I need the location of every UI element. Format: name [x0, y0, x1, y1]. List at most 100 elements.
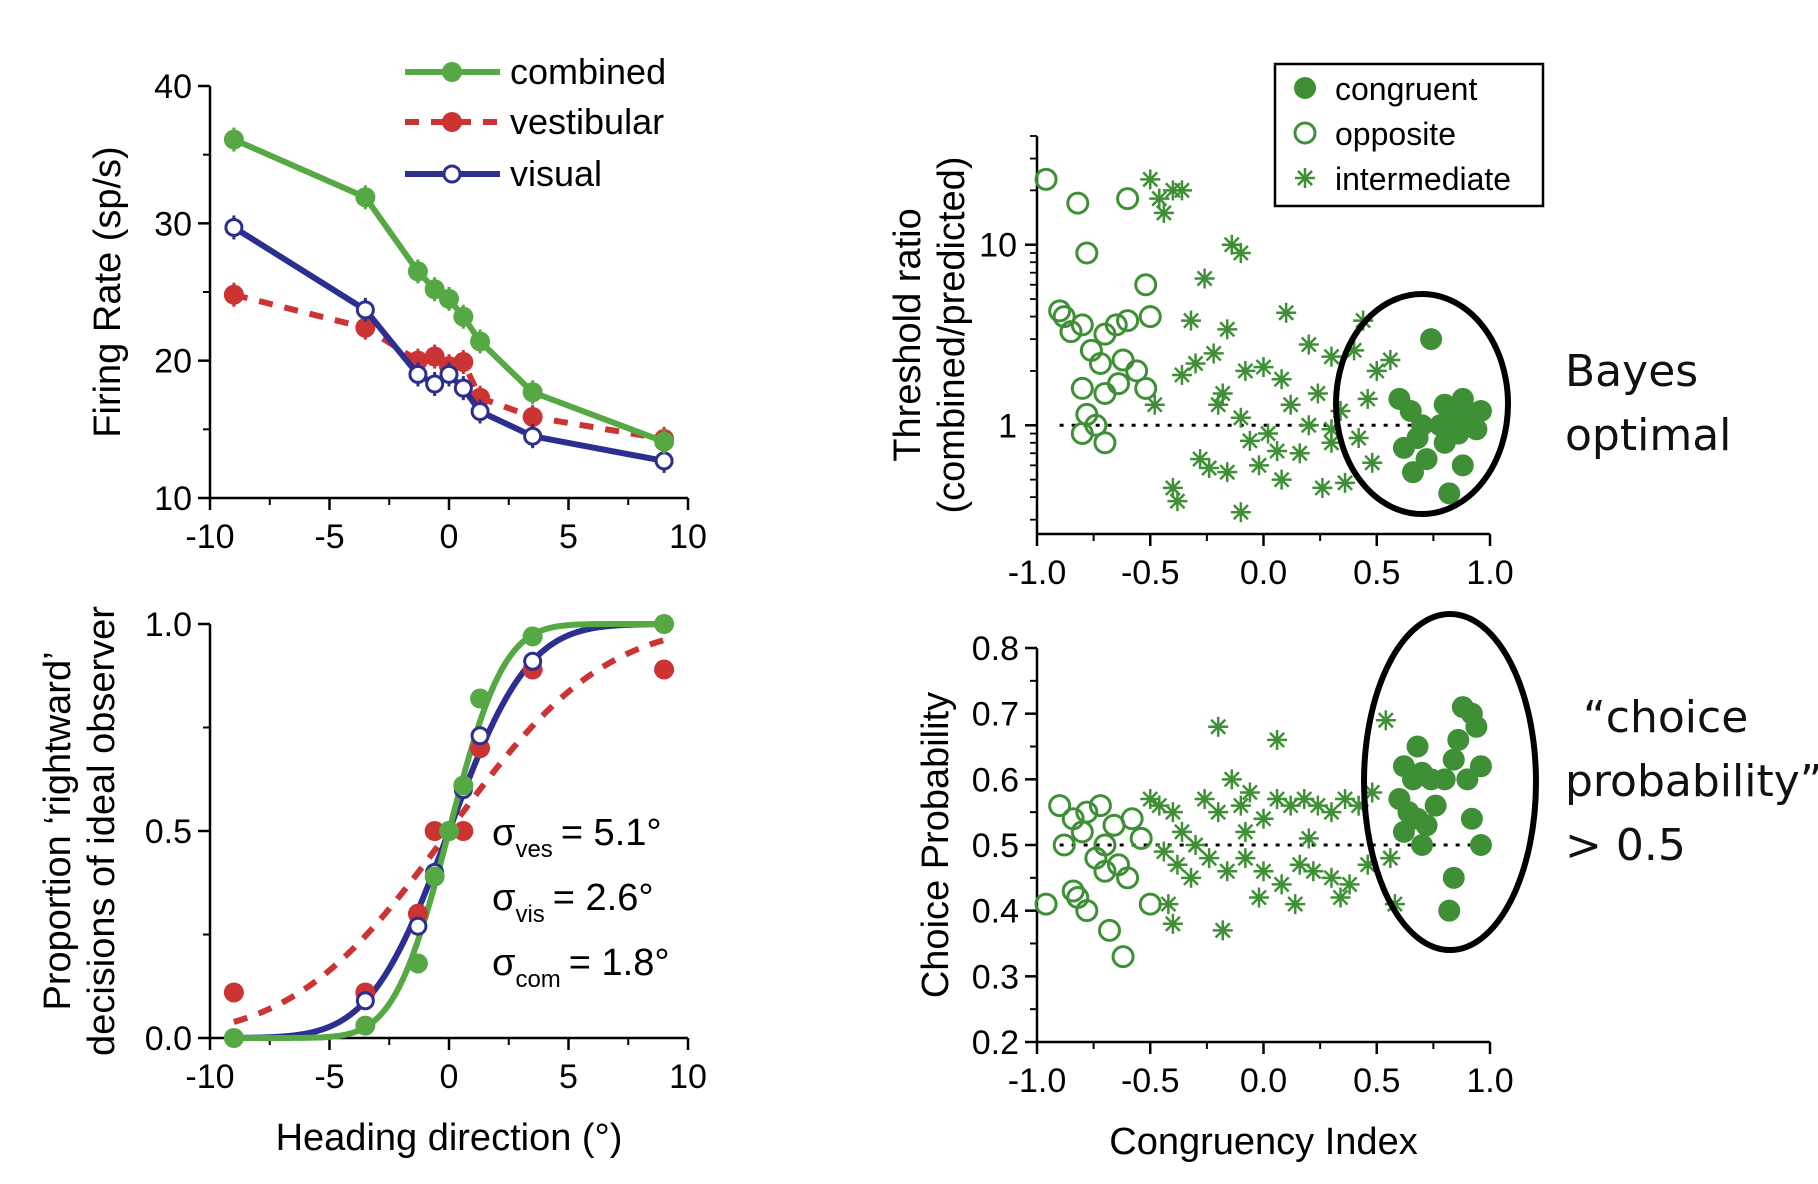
x-tick-label: 1.0	[1466, 1062, 1513, 1100]
congruent-point	[1392, 436, 1415, 459]
asterisk-stroke	[1291, 445, 1308, 462]
asterisk-stroke	[1201, 850, 1218, 867]
asterisk-stroke	[1382, 850, 1399, 867]
visual-point	[224, 217, 244, 237]
intermediate-point	[1307, 383, 1328, 404]
asterisk-stroke	[1291, 856, 1308, 873]
asterisk-stroke	[1323, 434, 1340, 451]
intermediate-point	[1253, 357, 1274, 378]
asterisk-stroke	[1269, 731, 1286, 748]
panel-2-sigma-annotations: σves = 5.1° σvis = 2.6° σcom = 1.8°	[492, 812, 670, 993]
intermediate-point	[1185, 835, 1206, 855]
intermediate-point	[1185, 353, 1206, 374]
x-axis-label: Heading direction (°)	[276, 1117, 623, 1159]
congruent-point	[1442, 748, 1465, 771]
opposite-point	[1129, 826, 1153, 850]
intermediate-point	[1321, 802, 1342, 823]
asterisk-stroke	[1337, 791, 1353, 807]
congruent-point	[1438, 899, 1461, 922]
opposite-point	[1093, 431, 1117, 455]
intermediate-point	[1230, 502, 1251, 523]
x-tick-label: -1.0	[1008, 1062, 1067, 1100]
y-axis-label: decisions of ideal observer	[81, 606, 123, 1056]
asterisk-stroke	[1282, 797, 1299, 814]
panel-1-axes: -10 -5 0 5 10 10 20 30 40 Firing Rate (sp/s)	[87, 68, 707, 556]
congruent-point	[1469, 755, 1492, 778]
asterisk-stroke	[1237, 362, 1254, 379]
asterisk-stroke	[1368, 362, 1385, 379]
intermediate-point	[1217, 319, 1238, 340]
intermediate-point	[1162, 913, 1183, 934]
intermediate-point	[1253, 861, 1274, 882]
combined-point	[223, 129, 244, 150]
opposite-point	[1093, 381, 1117, 405]
x-tick-label: 0	[440, 518, 459, 556]
x-tick-label: 5	[559, 518, 578, 556]
congruent-point	[1401, 461, 1424, 484]
intermediate-point	[1208, 394, 1229, 415]
panel-1-series	[223, 127, 675, 473]
panel-4-axes: -1.0 -0.5 0.0 0.5 1.0 0.2 0.3 0.4 0.5 0.6 0.7 0.8 Ch…	[915, 630, 1514, 1163]
opposite-point	[1088, 351, 1112, 375]
intermediate-point	[1199, 458, 1220, 479]
y-tick-label: 0.8	[972, 630, 1019, 668]
combined-point	[453, 306, 474, 327]
asterisk-stroke	[1183, 312, 1199, 329]
asterisk-stroke	[1151, 190, 1168, 207]
asterisk-stroke	[1223, 236, 1240, 253]
asterisk-stroke	[1309, 385, 1326, 402]
opposite-point	[1075, 899, 1099, 923]
congruent-point	[1429, 414, 1452, 437]
congruent-point	[1451, 454, 1474, 477]
y-tick-label: 0.2	[972, 1024, 1019, 1062]
congruent-point	[1456, 768, 1479, 791]
opposite-point	[1059, 320, 1083, 344]
visual-point	[523, 651, 543, 671]
intermediate-point	[1144, 394, 1165, 415]
visual-line	[232, 224, 665, 464]
asterisk-stroke	[1297, 170, 1313, 186]
intermediate-point	[1239, 430, 1260, 451]
asterisk-stroke	[1237, 850, 1254, 867]
asterisk-stroke	[1205, 345, 1222, 362]
intermediate-point	[1321, 867, 1342, 888]
intermediate-point	[1153, 841, 1174, 862]
asterisk-stroke	[1255, 863, 1272, 880]
intermediate-point	[1248, 455, 1269, 476]
legend-combined-label: combined	[510, 51, 666, 92]
y-tick-label: 10	[154, 480, 192, 518]
legend-congruent-label: congruent	[1335, 71, 1477, 107]
visual-point	[355, 991, 375, 1011]
intermediate-point	[1171, 821, 1192, 842]
intermediate-point	[1280, 394, 1301, 415]
panel-2-axes: -10 -5 0 5 10 0.0 0.5 1.0 Proportion ‘rightward’…	[37, 606, 707, 1159]
asterisk-stroke	[1210, 804, 1227, 821]
asterisk-stroke	[1232, 245, 1249, 261]
bayes-optimal-annotation: Bayes optimal	[1565, 340, 1731, 468]
intermediate-point	[1235, 848, 1256, 869]
intermediate-point	[1221, 234, 1242, 255]
intermediate-point	[1330, 887, 1351, 908]
combined-point	[424, 279, 445, 300]
panel-3-axes: -1.0 -0.5 0.0 0.5 1.0 1 10 Threshold ratio (comb…	[887, 135, 1514, 592]
opposite-point	[1104, 313, 1128, 337]
legend-intermediate-label: intermediate	[1335, 161, 1511, 197]
asterisk-stroke	[1164, 915, 1181, 932]
asterisk-stroke	[1314, 479, 1331, 496]
asterisk-stroke	[1210, 718, 1227, 735]
y-tick-label: 0.5	[145, 813, 192, 851]
x-tick-label: 1.0	[1466, 554, 1513, 592]
opposite-point	[1120, 807, 1144, 831]
asterisk-stroke	[1219, 321, 1236, 338]
intermediate-point	[1380, 349, 1401, 370]
asterisk-stroke	[1364, 784, 1381, 801]
choice-probability-ellipse	[1361, 611, 1539, 953]
sigma-ves-annotation: σves = 5.1°	[492, 812, 662, 863]
visual-point	[408, 364, 428, 384]
opposite-point	[1116, 187, 1140, 211]
combined-point	[407, 953, 428, 974]
asterisk-stroke	[1232, 409, 1249, 426]
sigma-vis-annotation: σvis = 2.6°	[492, 877, 654, 928]
choice-line-1: “choice	[1583, 692, 1749, 743]
combined-point	[407, 261, 428, 282]
